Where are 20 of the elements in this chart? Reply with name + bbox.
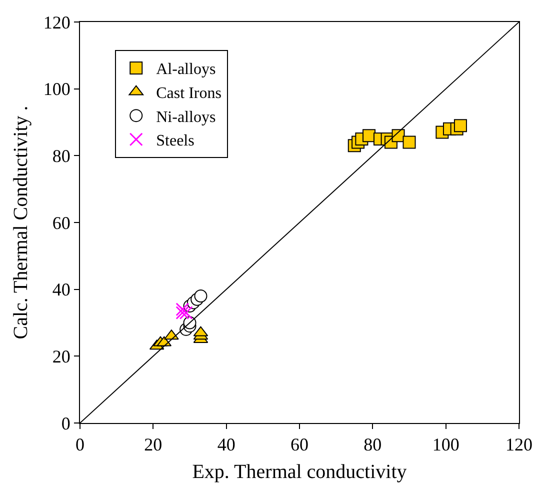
y-tick-label: 100 (43, 79, 70, 100)
x-tick-label: 120 (506, 434, 532, 455)
y-tick-label: 80 (52, 146, 70, 166)
x-tick-label: 80 (364, 434, 382, 455)
x-tick-label: 0 (76, 434, 84, 455)
legend-label: Al-alloys (156, 61, 216, 78)
x-tick-label: 40 (217, 434, 236, 455)
y-tick-label: 20 (52, 346, 70, 366)
legend-label: Steels (156, 132, 194, 150)
y-tick-label: 60 (52, 212, 70, 233)
y-tick-label: 120 (43, 12, 70, 32)
y-axis-title: Calc. Thermal Conductivity . (10, 106, 32, 340)
legend-label: Ni-alloys (156, 108, 216, 126)
y-tick-label: 0 (61, 413, 70, 434)
y-tick-label: 40 (52, 280, 70, 300)
x-tick-label: 60 (290, 434, 308, 455)
x-tick-label: 20 (144, 434, 162, 455)
legend-label: Cast Irons (156, 85, 222, 102)
x-tick-label: 100 (432, 434, 460, 455)
x-axis-title: Exp. Thermal conductivity (192, 461, 407, 484)
